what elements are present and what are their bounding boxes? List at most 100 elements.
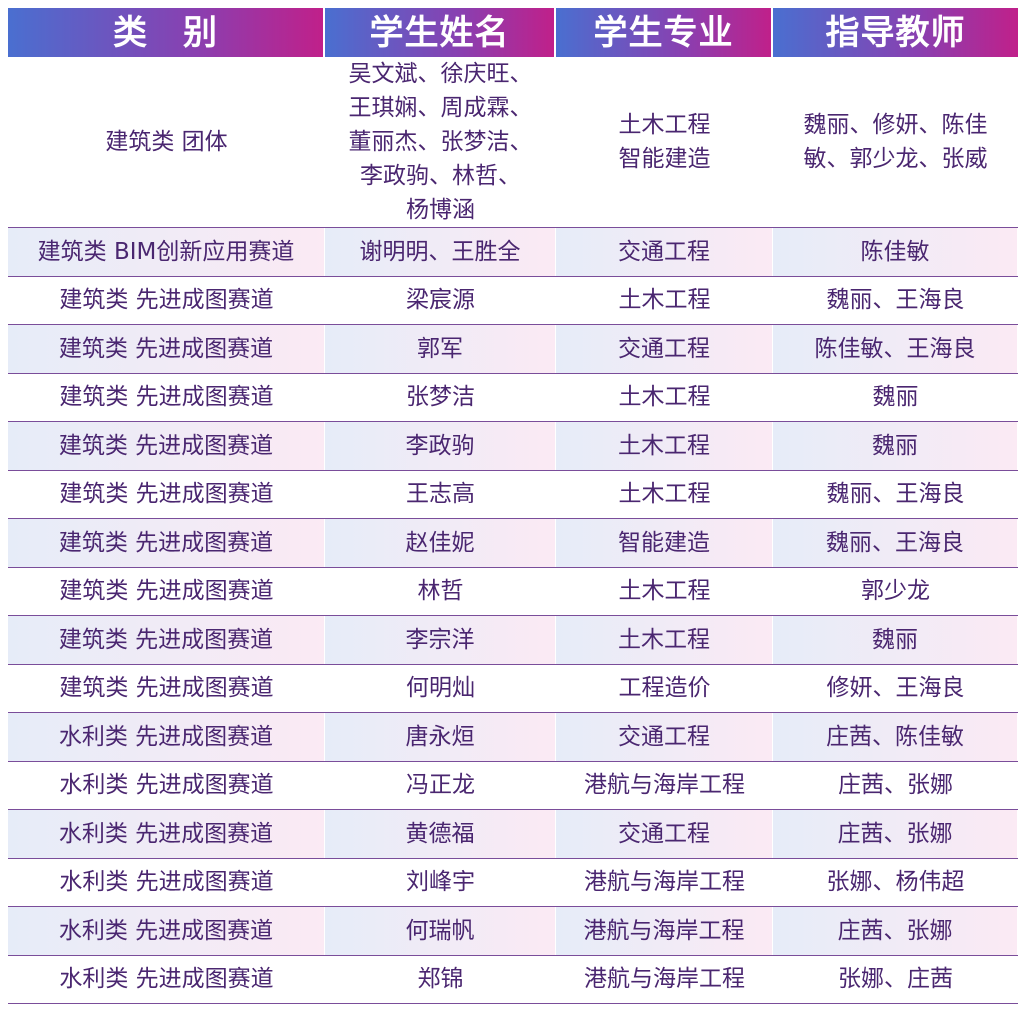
category-cell: 建筑类 先进成图赛道 — [59, 578, 274, 605]
major-cell: 土木工程 — [618, 384, 711, 411]
teacher-cell: 郭少龙 — [861, 578, 930, 605]
table-row: 建筑类 团体 吴文斌、徐庆旺、 王琪娴、周成霖、 董丽杰、张梦洁、 李政驹、林哲、 杨博涵… — [8, 57, 1018, 228]
cell-line: 敏、郭少龙、张威 — [803, 146, 988, 172]
major-cell: 港航与海岸工程 — [584, 966, 745, 993]
student-cell: 李宗洋 — [325, 616, 556, 664]
results-table: 类 别 学生姓名 学生专业 指导教师 建筑类 团体 吴文斌、徐庆旺、 王琪娴、周成霖… — [8, 8, 1018, 1004]
table-row: 水利类 先进成图赛道 唐永烜 交通工程 庄茜、陈佳敏 — [8, 713, 1018, 762]
teacher-cell: 魏丽、修妍、陈佳 敏、郭少龙、张威 — [773, 57, 1018, 227]
cell-line: 李政驹、林哲、 — [360, 163, 521, 189]
major-cell: 土木工程 — [618, 578, 711, 605]
table-row: 建筑类 先进成图赛道 郭军 交通工程 陈佳敏、王海良 — [8, 325, 1018, 374]
student-cell: 谢明明、王胜全 — [325, 228, 556, 276]
table-row: 建筑类 先进成图赛道 林哲 土木工程 郭少龙 — [8, 568, 1018, 616]
student-cell: 林哲 — [417, 578, 464, 605]
student-cell: 冯正龙 — [406, 772, 475, 799]
teacher-cell: 陈佳敏、王海良 — [773, 325, 1018, 373]
cell-line: 土木工程 — [618, 112, 711, 138]
student-cell: 黄德福 — [325, 810, 556, 858]
major-cell: 港航与海岸工程 — [556, 907, 773, 955]
category-cell: 水利类 先进成图赛道 — [59, 966, 274, 993]
category-cell: 建筑类 先进成图赛道 — [59, 481, 274, 508]
category-cell: 水利类 先进成图赛道 — [59, 869, 274, 896]
table-row: 建筑类 先进成图赛道 李政驹 土木工程 魏丽 — [8, 422, 1018, 471]
major-cell: 港航与海岸工程 — [584, 772, 745, 799]
teacher-cell: 魏丽、王海良 — [826, 481, 965, 508]
category-cell: 建筑类 先进成图赛道 — [59, 675, 274, 702]
student-cell: 王志高 — [406, 481, 475, 508]
header-major: 学生专业 — [556, 8, 773, 57]
major-cell: 土木工程 — [556, 616, 773, 664]
teacher-cell: 庄茜、张娜 — [773, 907, 1018, 955]
table-row: 水利类 先进成图赛道 冯正龙 港航与海岸工程 庄茜、张娜 — [8, 762, 1018, 810]
teacher-cell: 修妍、王海良 — [826, 675, 965, 702]
header-teacher: 指导教师 — [773, 8, 1018, 57]
student-cell: 赵佳妮 — [325, 519, 556, 567]
category-cell: 水利类 先进成图赛道 — [8, 713, 325, 761]
student-cell: 李政驹 — [325, 422, 556, 470]
table-header: 类 别 学生姓名 学生专业 指导教师 — [8, 8, 1018, 57]
cell-line: 杨博涵 — [406, 197, 475, 223]
teacher-cell: 魏丽、王海良 — [826, 287, 965, 314]
major-cell: 土木工程 智能建造 — [556, 57, 773, 227]
cell-line: 吴文斌、徐庆旺、 — [348, 61, 533, 87]
category-cell: 建筑类 团体 — [105, 129, 228, 155]
student-cell: 刘峰宇 — [406, 869, 475, 896]
category-cell: 建筑类 先进成图赛道 — [8, 519, 325, 567]
major-cell: 土木工程 — [618, 287, 711, 314]
header-category: 类 别 — [8, 8, 325, 57]
major-cell: 交通工程 — [556, 810, 773, 858]
cell-line: 董丽杰、张梦洁、 — [348, 129, 533, 155]
table-row: 建筑类 先进成图赛道 张梦洁 土木工程 魏丽 — [8, 374, 1018, 422]
table-row: 建筑类 先进成图赛道 赵佳妮 智能建造 魏丽、王海良 — [8, 519, 1018, 568]
student-cell: 唐永烜 — [325, 713, 556, 761]
student-cell: 何瑞帆 — [325, 907, 556, 955]
category-cell: 水利类 先进成图赛道 — [8, 810, 325, 858]
major-cell: 港航与海岸工程 — [584, 869, 745, 896]
teacher-cell: 魏丽 — [773, 422, 1018, 470]
teacher-cell: 魏丽、王海良 — [773, 519, 1018, 567]
category-cell: 建筑类 先进成图赛道 — [8, 616, 325, 664]
teacher-cell: 陈佳敏 — [773, 228, 1018, 276]
table-row: 建筑类 先进成图赛道 李宗洋 土木工程 魏丽 — [8, 616, 1018, 665]
major-cell: 智能建造 — [556, 519, 773, 567]
category-cell: 建筑类 BIM创新应用赛道 — [8, 228, 325, 276]
teacher-cell: 张娜、杨伟超 — [826, 869, 965, 896]
category-cell: 水利类 先进成图赛道 — [8, 907, 325, 955]
teacher-cell: 魏丽 — [872, 384, 919, 411]
major-cell: 交通工程 — [556, 228, 773, 276]
table-row: 建筑类 BIM创新应用赛道 谢明明、王胜全 交通工程 陈佳敏 — [8, 228, 1018, 277]
category-cell: 建筑类 先进成图赛道 — [8, 422, 325, 470]
student-cell: 郑锦 — [417, 966, 464, 993]
category-cell: 水利类 先进成图赛道 — [59, 772, 274, 799]
teacher-cell: 魏丽 — [773, 616, 1018, 664]
table-row: 建筑类 先进成图赛道 何明灿 工程造价 修妍、王海良 — [8, 665, 1018, 713]
major-cell: 工程造价 — [618, 675, 711, 702]
table-body: 建筑类 团体 吴文斌、徐庆旺、 王琪娴、周成霖、 董丽杰、张梦洁、 李政驹、林哲、 杨博涵… — [8, 57, 1018, 1004]
major-cell: 土木工程 — [618, 481, 711, 508]
teacher-cell: 庄茜、陈佳敏 — [773, 713, 1018, 761]
table-row: 水利类 先进成图赛道 刘峰宇 港航与海岸工程 张娜、杨伟超 — [8, 859, 1018, 907]
cell-line: 王琪娴、周成霖、 — [348, 95, 533, 121]
table-row: 水利类 先进成图赛道 郑锦 港航与海岸工程 张娜、庄茜 — [8, 956, 1018, 1004]
student-cell: 吴文斌、徐庆旺、 王琪娴、周成霖、 董丽杰、张梦洁、 李政驹、林哲、 杨博涵 — [325, 57, 556, 227]
major-cell: 交通工程 — [556, 325, 773, 373]
major-cell: 交通工程 — [556, 713, 773, 761]
header-student-name: 学生姓名 — [325, 8, 556, 57]
teacher-cell: 庄茜、张娜 — [838, 772, 953, 799]
student-cell: 郭军 — [325, 325, 556, 373]
category-cell: 建筑类 先进成图赛道 — [8, 325, 325, 373]
student-cell: 梁宸源 — [406, 287, 475, 314]
teacher-cell: 张娜、庄茜 — [838, 966, 953, 993]
table-row: 建筑类 先进成图赛道 王志高 土木工程 魏丽、王海良 — [8, 471, 1018, 519]
table-row: 建筑类 先进成图赛道 梁宸源 土木工程 魏丽、王海良 — [8, 277, 1018, 325]
teacher-cell: 庄茜、张娜 — [773, 810, 1018, 858]
category-cell: 建筑类 先进成图赛道 — [59, 287, 274, 314]
major-cell: 土木工程 — [556, 422, 773, 470]
table-row: 水利类 先进成图赛道 何瑞帆 港航与海岸工程 庄茜、张娜 — [8, 907, 1018, 956]
cell-line: 智能建造 — [618, 146, 711, 172]
cell-line: 魏丽、修妍、陈佳 — [803, 112, 988, 138]
student-cell: 何明灿 — [406, 675, 475, 702]
category-cell: 建筑类 先进成图赛道 — [59, 384, 274, 411]
table-row: 水利类 先进成图赛道 黄德福 交通工程 庄茜、张娜 — [8, 810, 1018, 859]
